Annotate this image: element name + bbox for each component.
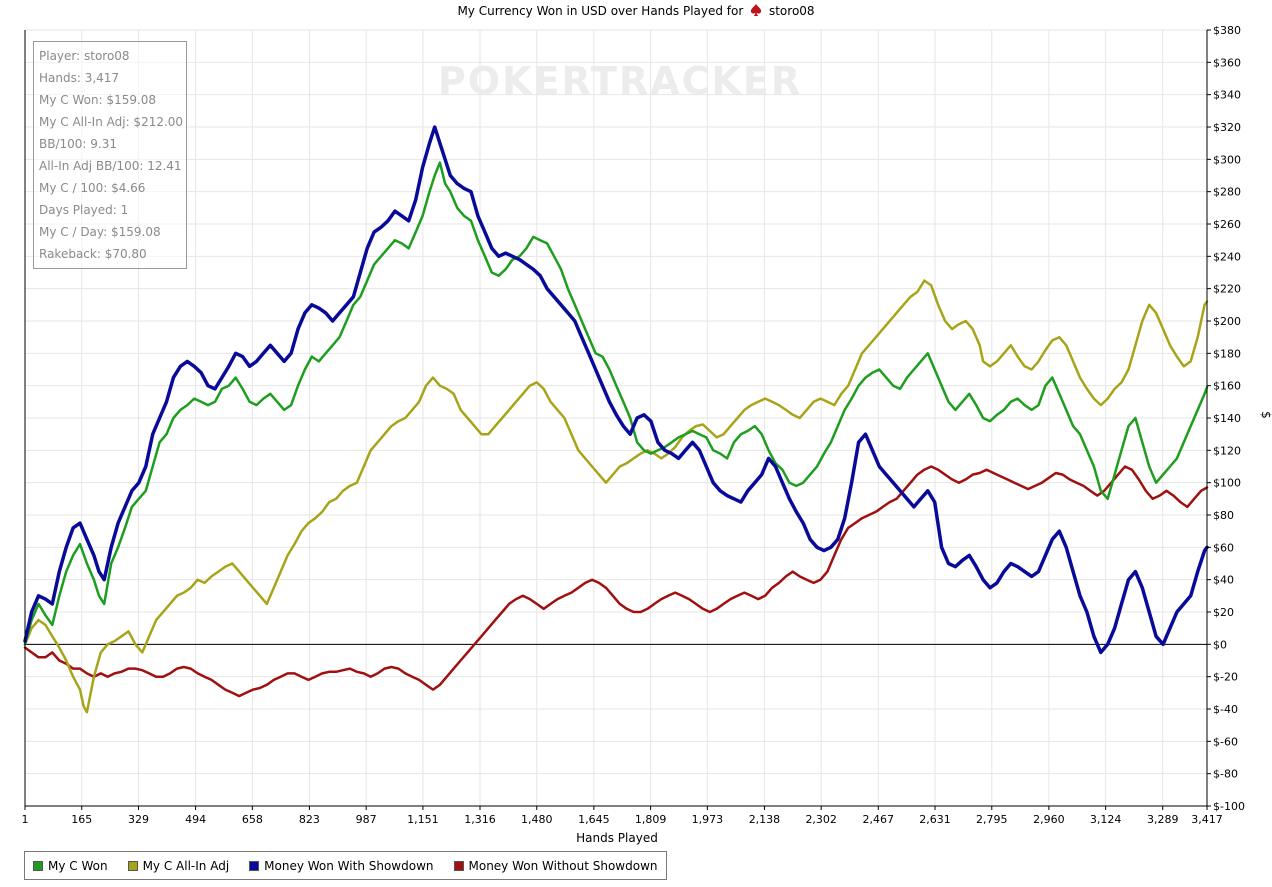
stat-hands: Hands: 3,417 [39,71,120,85]
stat-my-c-per-100: My C / 100: $4.66 [39,181,146,195]
legend-swatch [249,860,260,871]
stat-rakeback: Rakeback: $70.80 [39,247,147,261]
x-tick-label: 658 [242,813,263,826]
y-tick-label: $140 [1213,412,1241,425]
x-tick-label: 1,151 [407,813,439,826]
y-tick-label: $280 [1213,186,1241,199]
y-tick-label: $300 [1213,153,1241,166]
x-tick-label: 3,289 [1147,813,1179,826]
x-tick-label: 1,480 [521,813,553,826]
grid-layer [24,29,1208,807]
y-axis-title: $ [1259,411,1272,419]
legend-label: Money Won With Showdown [264,858,434,873]
y-tick-label: $160 [1213,380,1241,393]
series-layer [23,125,1209,714]
legend-label: Money Won Without Showdown [468,858,658,873]
y-tick-label: $-60 [1213,735,1238,748]
y-tick-label: $340 [1213,89,1241,102]
x-tick-label: 494 [185,813,206,826]
stat-all-in-adj-bb-100: All-In Adj BB/100: 12.41 [39,159,182,173]
y-tick-label: $-80 [1213,768,1238,781]
legend: My C Won My C All-In Adj Money Won With … [24,851,667,880]
series-line-my-c-all-in-adj [23,279,1209,714]
x-tick-label: 1,316 [464,813,496,826]
y-tick-label: $-100 [1213,800,1245,813]
x-axis-title: Hands Played [576,831,658,845]
legend-swatch [453,860,464,871]
legend-item-without-showdown[interactable]: Money Won Without Showdown [453,858,658,873]
chart-title-prefix: My Currency Won in USD over Hands Played… [457,4,744,18]
x-tick-label: 3,124 [1090,813,1122,826]
series-line-my-c-won [23,161,1209,646]
legend-swatch [127,860,138,871]
y-tick-label: $320 [1213,121,1241,134]
y-tick-label: $60 [1213,541,1234,554]
x-tick-label: 165 [71,813,92,826]
axis-layer: $380 $360 $340 $320 $300 $280 $260 $240 $220 $200… [22,24,1245,826]
y-tick-label: $40 [1213,574,1234,587]
stat-my-c-won: My C Won: $159.08 [39,93,157,107]
legend-label: My C All-In Adj [142,858,230,873]
series-line-money-won-with-showdown [23,125,1209,655]
y-tick-label: $-40 [1213,703,1238,716]
y-tick-label: $200 [1213,315,1241,328]
x-tick-label: 1,973 [692,813,724,826]
y-tick-label: $20 [1213,606,1234,619]
y-tick-label: $380 [1213,24,1241,37]
y-tick-label: $260 [1213,218,1241,231]
y-tick-label: $0 [1213,638,1227,651]
y-tick-label: $100 [1213,477,1241,490]
y-tick-label: $180 [1213,347,1241,360]
spade-icon [750,4,762,16]
x-tick-label: 2,631 [919,813,951,826]
y-tick-label: $-20 [1213,671,1238,684]
x-tick-label: 329 [128,813,149,826]
x-tick-label: 3,417 [1191,813,1223,826]
stat-all-in-adj: My C All-In Adj: $212.00 [39,115,184,129]
stat-bb-100: BB/100: 9.31 [39,137,117,151]
legend-item-with-showdown[interactable]: Money Won With Showdown [249,858,434,873]
stat-my-c-per-day: My C / Day: $159.08 [39,225,161,239]
legend-item-my-c-won[interactable]: My C Won [33,859,108,873]
stat-days-played: Days Played: 1 [39,203,129,217]
x-tick-label: 2,795 [976,813,1008,826]
stat-player: Player: storo08 [39,49,130,63]
x-tick-label: 2,960 [1033,813,1065,826]
chart-title-player: storo08 [768,4,815,18]
watermark: POKERTRACKER [438,59,802,103]
x-tick-label: 2,138 [749,813,781,826]
legend-swatch [33,860,43,871]
x-tick-label: 1,809 [635,813,667,826]
legend-label: My C Won [48,858,108,873]
x-tick-label: 987 [356,813,377,826]
y-tick-label: $80 [1213,509,1234,522]
x-tick-label: 2,302 [805,813,837,826]
x-tick-label: 1 [22,813,29,826]
x-tick-label: 823 [299,813,320,826]
series-line-money-won-without-showdown [23,465,1209,698]
y-tick-label: $120 [1213,444,1241,457]
legend-item-all-in-adj[interactable]: My C All-In Adj [127,858,230,873]
y-tick-label: $240 [1213,250,1241,263]
chart-title: My Currency Won in USD over Hands Played… [0,3,1272,19]
x-tick-label: 2,467 [863,813,895,826]
y-tick-label: $220 [1213,283,1241,296]
y-tick-label: $360 [1213,56,1241,69]
stats-box: Player: storo08 Hands: 3,417 My C Won: $… [33,41,187,269]
x-tick-label: 1,645 [578,813,610,826]
